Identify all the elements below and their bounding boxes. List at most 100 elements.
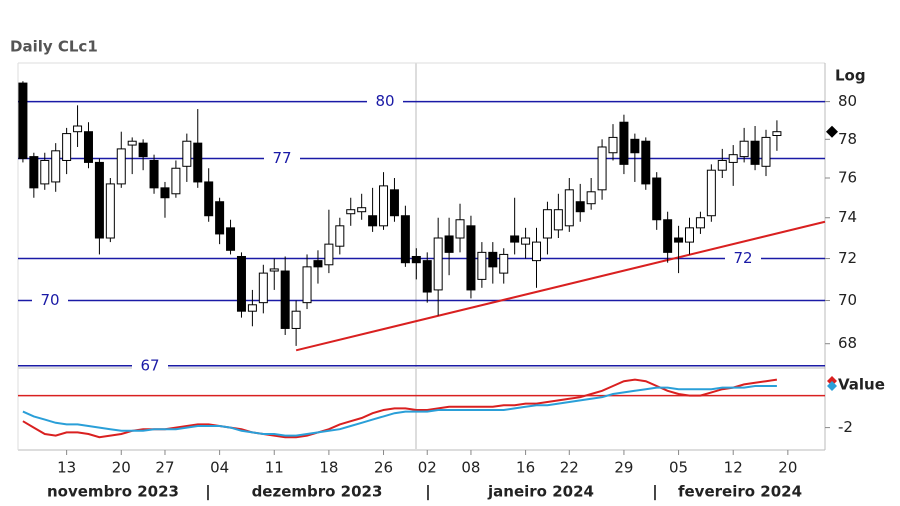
candle-body — [411, 255, 421, 264]
level-label-bg — [132, 356, 168, 375]
candle-body — [94, 161, 104, 239]
x-tick-label: 20 — [112, 459, 131, 477]
candle-body — [247, 304, 257, 312]
candle-body — [564, 189, 574, 227]
candle-body — [335, 225, 345, 247]
candle-body — [258, 272, 268, 304]
last-price-marker — [826, 125, 838, 138]
x-tick-label: 22 — [560, 459, 579, 477]
candle-body — [586, 191, 596, 205]
candle-body — [127, 140, 137, 146]
candle-body — [422, 260, 432, 293]
candle-body — [215, 201, 225, 235]
candle-body — [695, 217, 705, 229]
level-label: 70 — [40, 291, 59, 309]
candle-body — [29, 156, 39, 189]
y-tick-label: 80 — [838, 92, 857, 110]
y-tick-label: -2 — [838, 418, 853, 436]
candle-body — [488, 251, 498, 268]
month-separator: | — [425, 483, 430, 502]
candle-body — [400, 215, 410, 264]
candle-body — [674, 237, 684, 243]
x-tick-label: 08 — [461, 459, 480, 477]
candle-body — [83, 131, 93, 163]
candle-body — [324, 243, 334, 266]
month-label: novembro 2023 — [47, 483, 179, 501]
scale-label: Log — [835, 67, 866, 85]
y-tick-label: 74 — [838, 208, 857, 226]
candle-body — [204, 181, 214, 217]
candle-body — [728, 154, 738, 163]
candle-body — [433, 237, 443, 291]
level-label-bg — [367, 92, 403, 111]
month-label: janeiro 2024 — [487, 483, 594, 501]
y-tick-label: 70 — [838, 291, 857, 309]
candle-body — [302, 266, 312, 304]
y-tick-label: 72 — [838, 249, 857, 267]
candle-body — [619, 121, 629, 165]
candle-body — [684, 227, 694, 243]
x-tick-label: 12 — [724, 459, 743, 477]
x-tick-label: 11 — [265, 459, 284, 477]
candle-body — [236, 255, 246, 312]
indicator-line — [22, 385, 777, 437]
level-label: 80 — [375, 92, 394, 110]
candle-body — [521, 237, 531, 245]
trend-line — [295, 220, 826, 352]
legend-swatch — [827, 381, 837, 391]
month-separator: | — [652, 483, 657, 502]
candle-body — [73, 125, 83, 133]
candle-body — [444, 235, 454, 253]
candle-body — [663, 219, 673, 253]
candle-body — [717, 159, 727, 171]
candle-body — [116, 148, 126, 185]
candle-body — [739, 140, 749, 158]
candle-body — [226, 227, 236, 251]
x-tick-label: 18 — [319, 459, 338, 477]
level-label-bg — [32, 291, 68, 310]
level-label: 77 — [272, 149, 291, 167]
month-label: dezembro 2023 — [252, 483, 383, 501]
level-label: 72 — [733, 249, 752, 267]
candle-body — [368, 215, 378, 227]
candle-body — [182, 140, 192, 167]
level-label: 67 — [140, 356, 159, 374]
y-tick-label: 76 — [838, 169, 857, 187]
candle-body — [269, 268, 279, 272]
x-tick-label: 13 — [57, 459, 76, 477]
y-tick-label: 78 — [838, 130, 857, 148]
candle-body — [510, 235, 520, 243]
candle-body — [542, 209, 552, 239]
candle-body — [313, 260, 323, 268]
candle-body — [40, 159, 50, 185]
candle-body — [532, 241, 542, 262]
x-tick-label: 02 — [418, 459, 437, 477]
x-tick-label: 26 — [374, 459, 393, 477]
y-tick-label: 68 — [838, 334, 857, 352]
month-label: fevereiro 2024 — [678, 483, 802, 501]
candle-body — [477, 251, 487, 280]
candle-body — [138, 142, 148, 158]
candle-body — [772, 131, 782, 137]
candle-body — [280, 270, 290, 329]
candle-body — [641, 140, 651, 185]
x-tick-label: 04 — [210, 459, 229, 477]
candle-body — [379, 185, 389, 227]
month-separator: | — [205, 483, 210, 502]
level-label-bg — [264, 149, 300, 168]
candle-body — [357, 207, 367, 213]
candle-body — [608, 136, 618, 154]
x-tick-label: 27 — [155, 459, 174, 477]
candle-body — [389, 189, 399, 217]
x-tick-label: 20 — [778, 459, 797, 477]
candle-body — [105, 183, 115, 239]
x-tick-label: 29 — [614, 459, 633, 477]
candle-body — [62, 133, 72, 161]
candle-body — [171, 167, 181, 195]
candle-body — [455, 219, 465, 239]
candle-body — [706, 169, 716, 217]
candle-body — [149, 159, 159, 189]
candle-body — [291, 310, 301, 329]
